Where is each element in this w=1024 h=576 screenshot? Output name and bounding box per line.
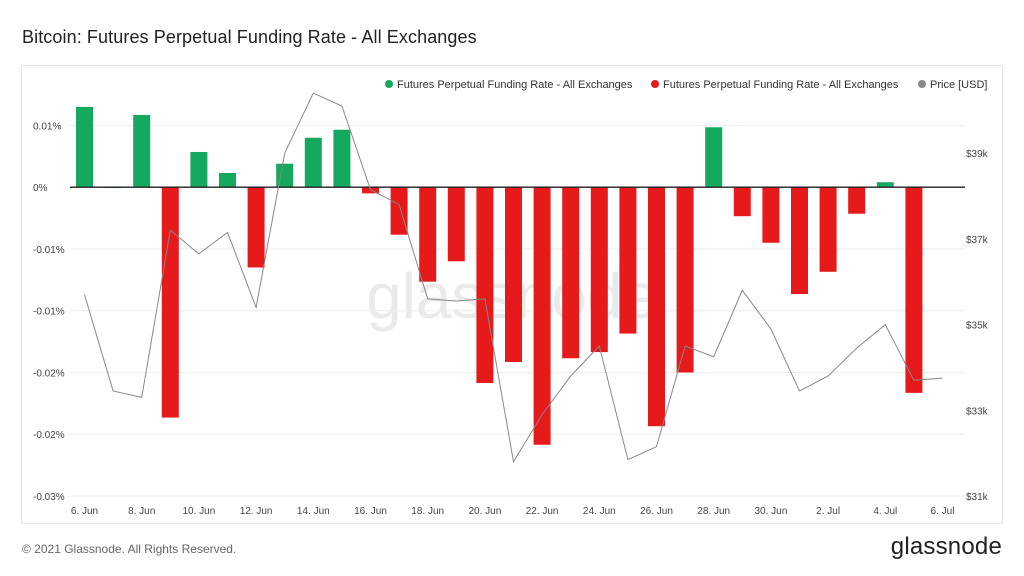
bar-positive — [219, 172, 236, 188]
bar-negative — [390, 187, 408, 235]
y-left-tick-label: -0.03% — [33, 492, 65, 503]
bar-negative — [533, 187, 551, 445]
price-line — [84, 92, 943, 464]
legend-label: Futures Perpetual Funding Rate - All Exc… — [397, 79, 633, 91]
bar-negative — [762, 187, 780, 243]
bar-negative — [247, 187, 265, 268]
bar-negative — [362, 187, 379, 194]
bar-negative — [676, 187, 694, 373]
bar-negative — [505, 187, 522, 362]
legend-marker — [918, 80, 926, 88]
y-left-tick-label: -0.02% — [33, 368, 65, 379]
x-tick-label: 4. Jul — [873, 506, 897, 517]
chart-title: Bitcoin: Futures Perpetual Funding Rate … — [22, 27, 477, 47]
x-tick-label: 10. Jun — [182, 506, 215, 517]
bar-negative — [419, 187, 437, 282]
y-left-tick-label: -0.01% — [33, 307, 65, 318]
y-right-tick-label: $33k — [966, 406, 989, 417]
bar-negative — [476, 187, 494, 383]
x-tick-label: 6. Jun — [71, 506, 98, 517]
bar-negative — [447, 187, 465, 262]
x-tick-label: 22. Jun — [526, 506, 559, 517]
bar-negative — [791, 187, 808, 295]
bar-negative — [562, 187, 580, 359]
x-tick-label: 6. Jul — [931, 506, 955, 517]
copyright-text: © 2021 Glassnode. All Rights Reserved. — [22, 542, 237, 556]
bar-negative — [161, 187, 179, 418]
x-tick-label: 8. Jun — [128, 506, 155, 517]
x-tick-label: 16. Jun — [354, 506, 387, 517]
y-left-tick-label: -0.01% — [33, 245, 65, 256]
bar-negative — [905, 187, 923, 393]
y-left-tick-label: 0.01% — [33, 121, 61, 132]
bar-positive — [76, 106, 93, 188]
bar-negative — [819, 187, 837, 272]
x-tick-label: 14. Jun — [297, 506, 330, 517]
chart-frame — [21, 65, 1003, 524]
x-tick-label: 20. Jun — [468, 506, 501, 517]
x-tick-label: 30. Jun — [754, 506, 787, 517]
y-right-tick-label: $37k — [966, 235, 989, 246]
bar-negative — [848, 187, 866, 214]
glassnode-logo[interactable]: glassnode — [890, 533, 1002, 560]
bar-positive — [276, 163, 294, 188]
x-tick-label: 2. Jul — [816, 506, 840, 517]
bar-positive — [304, 137, 322, 188]
bar-positive — [190, 151, 208, 188]
bar-negative — [590, 187, 608, 353]
bar-positive — [133, 114, 151, 188]
bar-positive — [876, 182, 894, 188]
legend-marker — [385, 80, 393, 88]
bar-negative — [648, 187, 665, 427]
x-tick-label: 12. Jun — [240, 506, 273, 517]
bar-negative — [619, 187, 637, 334]
bar-positive — [333, 129, 351, 188]
y-left-tick-label: -0.02% — [33, 430, 65, 441]
y-right-tick-label: $35k — [966, 321, 989, 332]
x-tick-label: 26. Jun — [640, 506, 673, 517]
bar-negative — [733, 187, 751, 217]
legend-marker — [651, 80, 659, 88]
bar-positive — [705, 127, 723, 188]
x-tick-label: 24. Jun — [583, 506, 616, 517]
x-tick-label: 18. Jun — [411, 506, 444, 517]
y-right-tick-label: $39k — [966, 149, 989, 160]
legend-label: Price [USD] — [930, 79, 987, 91]
y-left-tick-label: 0% — [33, 183, 48, 194]
x-tick-label: 28. Jun — [697, 506, 730, 517]
legend-label: Futures Perpetual Funding Rate - All Exc… — [663, 79, 899, 91]
y-right-tick-label: $31k — [966, 492, 989, 503]
